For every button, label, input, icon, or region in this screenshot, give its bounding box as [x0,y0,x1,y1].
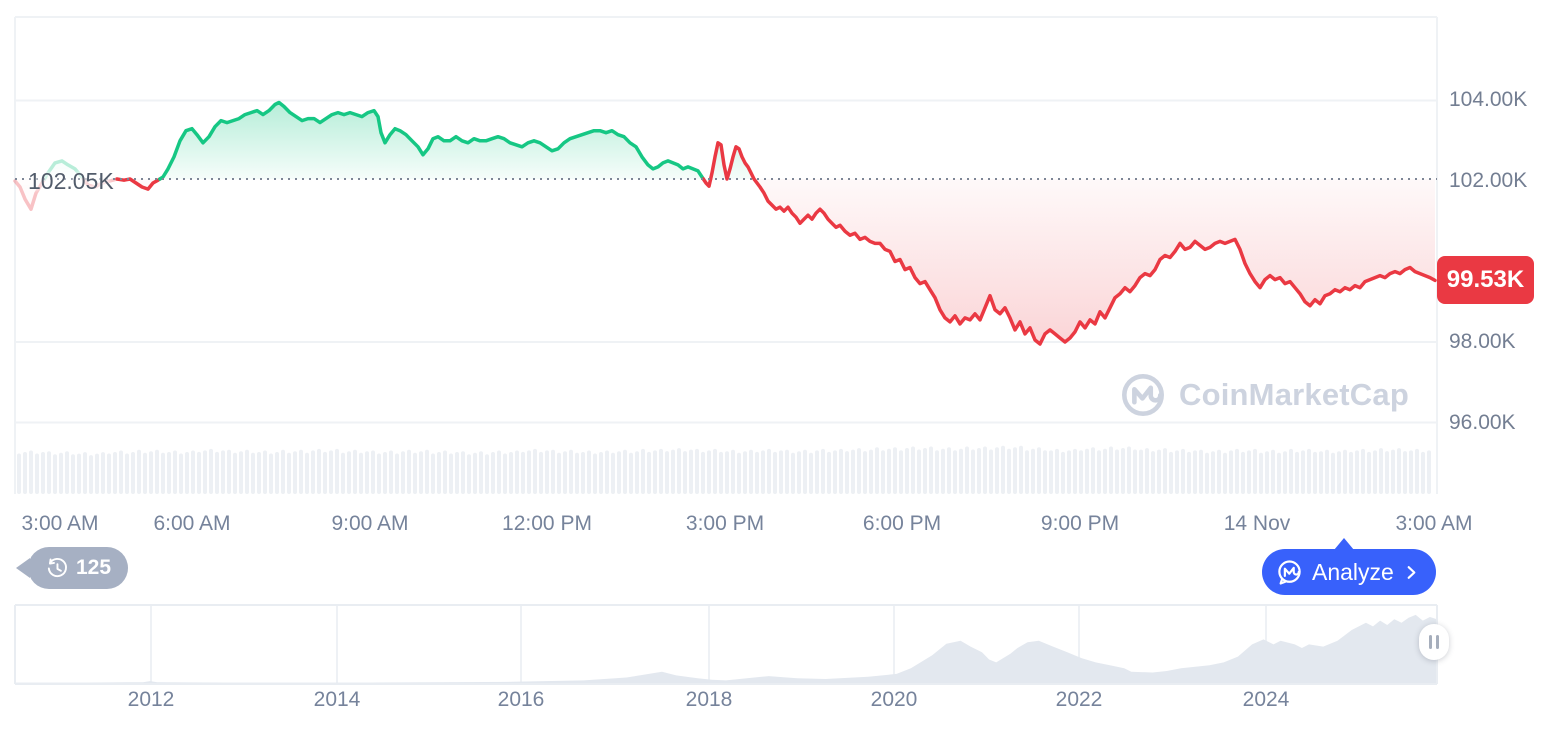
year-axis-tick: 2020 [870,688,918,711]
x-axis-tick: 6:00 AM [153,512,231,535]
current-price-badge: 99.53K [1437,256,1534,305]
y-axis-tick: 104.00K [1449,88,1528,111]
badge-left-tail [16,558,30,578]
analyze-top-tail [1334,538,1354,550]
baseline-price-label: 102.05K [28,168,114,194]
analyze-label: Analyze [1312,558,1394,585]
x-axis-tick: 14 Nov [1223,512,1291,535]
year-axis-tick: 2012 [127,688,175,711]
year-axis-tick: 2016 [497,688,545,711]
watermark: CoinMarketCap [1120,372,1409,418]
year-axis-tick: 2014 [313,688,361,711]
y-axis-tick: 96.00K [1449,411,1516,434]
x-axis-tick: 9:00 PM [1040,512,1120,535]
range-selector-handle[interactable] [1419,624,1449,660]
x-axis-tick: 3:00 PM [685,512,765,535]
watermark-text: CoinMarketCap [1179,377,1409,412]
coinmarketcap-logo-icon [1122,374,1164,416]
year-axis-tick: 2022 [1055,688,1103,711]
x-axis-tick: 6:00 PM [862,512,942,535]
x-axis-tick: 3:00 AM [1395,512,1473,535]
x-axis-tick: 12:00 PM [502,512,592,535]
history-count: 125 [76,556,112,579]
history-count-badge[interactable]: 125 [16,547,129,589]
year-axis-tick: 2024 [1242,688,1290,711]
analyze-button[interactable]: Analyze [1262,538,1436,595]
x-axis-tick: 9:00 AM [331,512,409,535]
y-axis-tick: 102.00K [1449,169,1528,192]
y-axis-tick: 98.00K [1449,330,1516,353]
year-axis-tick: 2018 [685,688,733,711]
history-clock-icon [47,557,67,577]
x-axis-tick: 3:00 AM [21,512,99,535]
coinmarketcap-chat-icon [1278,559,1301,585]
chevron-right-icon [1407,565,1416,579]
